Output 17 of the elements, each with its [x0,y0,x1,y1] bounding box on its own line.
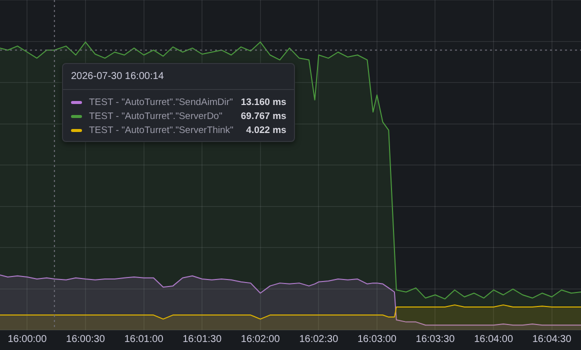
legend-label: TEST - "AutoTurret"."ServerThink" [89,124,234,136]
x-tick-label: 16:04:30 [532,334,572,345]
x-tick-label: 16:00:00 [8,334,48,345]
x-tick-label: 16:01:00 [124,334,164,345]
x-tick-label: 16:04:00 [474,334,514,345]
annotation: 4.022 ms [246,124,286,136]
annotation: 13.160 ms [240,96,286,108]
legend-label: TEST - "AutoTurret"."SendAimDir" [89,96,233,108]
x-tick-label: 16:02:00 [240,334,280,345]
legend-title: 2026-07-30 16:00:14 [63,64,294,90]
x-tick-label: 16:03:00 [357,334,397,345]
x-tick-label: 16:02:30 [299,334,339,345]
legend-label: TEST - "AutoTurret"."ServerDo" [89,110,224,122]
x-tick-label: 16:00:30 [66,334,106,345]
x-tick-label: 16:01:30 [182,334,222,345]
x-tick-label: 16:03:30 [416,334,456,345]
annotation: 69.767 ms [240,110,286,122]
